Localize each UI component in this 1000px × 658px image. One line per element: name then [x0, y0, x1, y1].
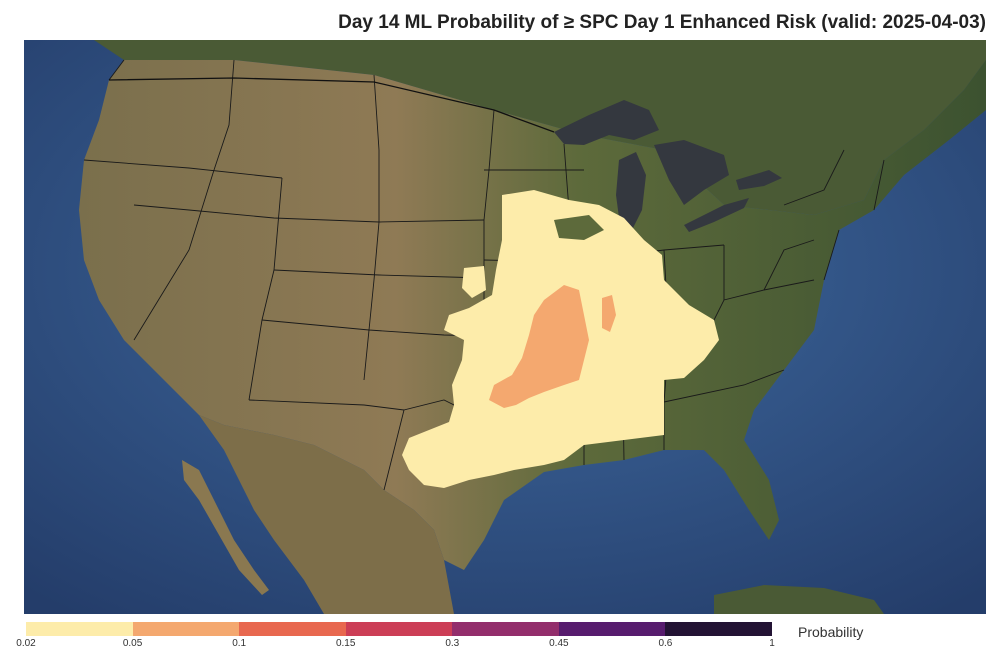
colorbar-tick-label: 0.6 [658, 638, 673, 649]
colorbar-tick-label: 0.02 [16, 638, 36, 649]
baja-peninsula [182, 460, 269, 595]
map-title: Day 14 ML Probability of ≥ SPC Day 1 Enh… [338, 12, 986, 33]
us-canada-border [108, 77, 555, 133]
lake-erie [684, 198, 749, 232]
map-panel[interactable] [24, 40, 986, 614]
colorbar-segment [26, 622, 133, 636]
colorbar-tick-label: 0.3 [445, 638, 460, 649]
colorbar-segment [665, 622, 773, 636]
canada-landmass [94, 40, 986, 215]
colorbar-segment [345, 622, 453, 636]
colorbar-tick-label: 0.45 [549, 638, 569, 649]
lake-huron [654, 140, 729, 205]
colorbar-label: Probability [798, 624, 864, 640]
prob-gap-upper-midwest [554, 215, 604, 240]
prob-region-002-005-west [462, 266, 486, 298]
colorbar-tick-label: 0.1 [232, 638, 247, 649]
cuba-landmass [714, 585, 884, 614]
prob-region-005-010 [489, 285, 589, 408]
colorbar-segment [132, 622, 240, 636]
colorbar-segment [452, 622, 559, 636]
lake-superior [554, 100, 659, 145]
colorbar [26, 622, 773, 636]
colorbar-tick-label: 0.15 [335, 638, 356, 649]
lake-ontario [736, 170, 782, 190]
lake-michigan [616, 152, 646, 230]
colorbar-tick-label: 1 [769, 638, 775, 649]
colorbar-tick-label: 0.05 [122, 638, 143, 649]
colorbar-segment [239, 622, 346, 636]
prob-region-005-010-il [602, 295, 616, 332]
colorbar-segment [558, 622, 666, 636]
mexico-landmass [199, 415, 454, 614]
